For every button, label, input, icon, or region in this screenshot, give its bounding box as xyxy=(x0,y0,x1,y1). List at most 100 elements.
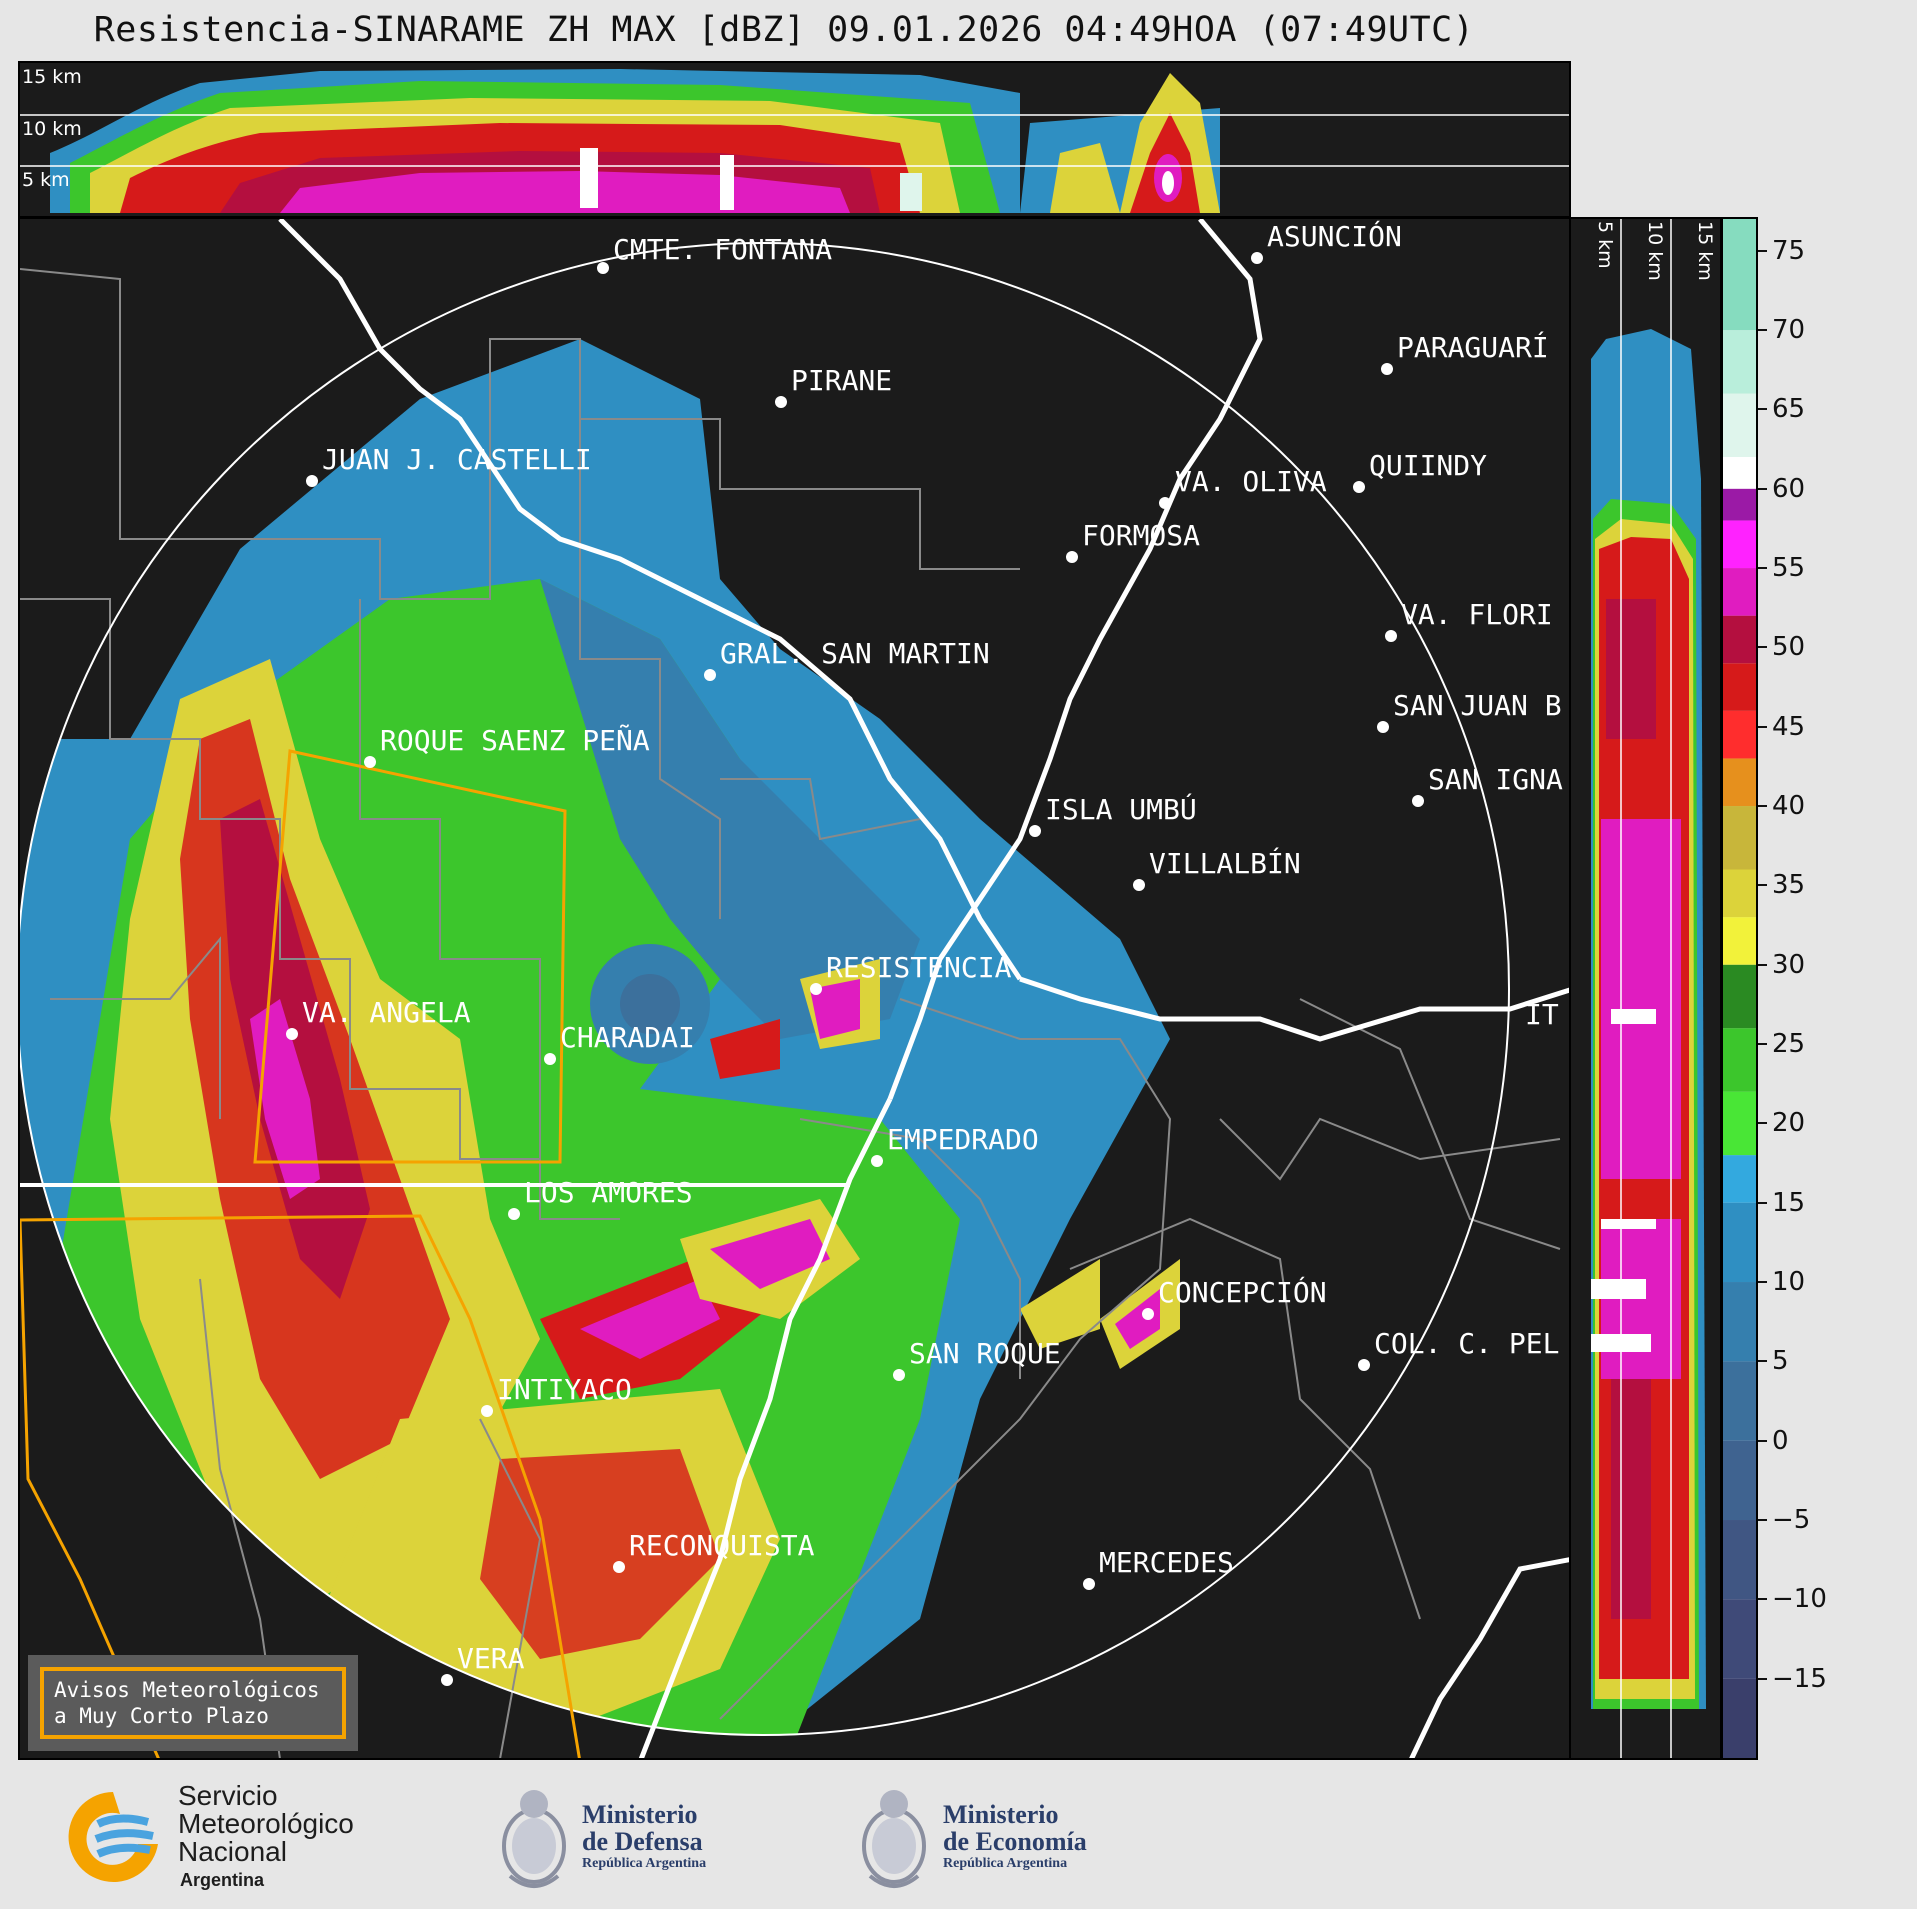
warning-polygon-1[interactable] xyxy=(253,749,567,1164)
colorbar-band xyxy=(1723,710,1756,759)
colorbar-tick-mark xyxy=(1758,1043,1767,1046)
city-va-angela[interactable]: VA. ANGELA xyxy=(286,996,471,1040)
colorbar-band xyxy=(1723,393,1756,457)
svg-text:PARAGUARÍ: PARAGUARÍ xyxy=(1397,330,1549,364)
colorbar-tick-mark xyxy=(1758,1360,1767,1363)
colorbar-band xyxy=(1723,1599,1756,1679)
svg-text:CHARADAI: CHARADAI xyxy=(560,1021,695,1054)
city-isla-umbu[interactable]: ISLA UMBÚ xyxy=(1029,792,1197,837)
radar-range-ring xyxy=(20,242,1510,1736)
colorbar-band xyxy=(1723,964,1756,1029)
city-villalbin[interactable]: VILLALBÍN xyxy=(1133,846,1301,891)
svg-text:RESISTENCIA: RESISTENCIA xyxy=(826,951,1012,984)
warning-polygon-2[interactable] xyxy=(20,1214,581,1760)
colorbar-tick-mark xyxy=(1758,487,1767,490)
colorbar-tick-mark xyxy=(1758,329,1767,332)
city-reconquista[interactable]: RECONQUISTA xyxy=(613,1529,815,1573)
smn-wordmark: Servicio Meteorológico Nacional Argentin… xyxy=(178,1780,354,1891)
altitude-label-10km: 10 km xyxy=(22,118,82,140)
colorbar-tick-label: 25 xyxy=(1772,1029,1806,1060)
svg-text:EMPEDRADO: EMPEDRADO xyxy=(887,1123,1039,1156)
svg-text:SAN ROQUE: SAN ROQUE xyxy=(909,1337,1061,1370)
colorbar-tick-mark xyxy=(1758,805,1767,808)
colorbar-tick-label: 20 xyxy=(1772,1108,1806,1139)
colorbar-tick-label: 60 xyxy=(1772,473,1806,504)
city-mercedes[interactable]: MERCEDES xyxy=(1083,1546,1234,1590)
colorbar-tick-label: 65 xyxy=(1772,394,1806,425)
colorbar-ticks: 75 70 65 60 55 50 45 40 35 30 25 20 15 10 5 0 −5 −10 −15 xyxy=(1758,217,1917,1760)
city-empedrado[interactable]: EMPEDRADO xyxy=(871,1123,1039,1167)
svg-text:ISLA UMBÚ: ISLA UMBÚ xyxy=(1045,792,1197,826)
side-altitude-label-15km: 15 km xyxy=(1694,221,1716,281)
city-juan-j-castelli[interactable]: JUAN J. CASTELLI xyxy=(306,443,592,487)
svg-text:GRAL. SAN MARTIN: GRAL. SAN MARTIN xyxy=(720,637,990,670)
city-intiyaco[interactable]: INTIYACO xyxy=(481,1373,632,1417)
colorbar-tick-label: 50 xyxy=(1772,632,1806,663)
administrative-borders xyxy=(20,268,1561,1758)
colorbar-band xyxy=(1723,1282,1756,1362)
svg-text:VERA: VERA xyxy=(457,1642,525,1675)
svg-text:ASUNCIÓN: ASUNCIÓN xyxy=(1267,219,1402,253)
svg-text:RECONQUISTA: RECONQUISTA xyxy=(629,1529,815,1562)
city-roque-saenz-pena[interactable]: ROQUE SAENZ PEÑA xyxy=(364,723,650,768)
side-altitude-label-5km: 5 km xyxy=(1594,221,1616,269)
warnings-legend[interactable]: Avisos Meteorológicos a Muy Corto Plazo xyxy=(28,1655,358,1751)
colorbar-tick-mark xyxy=(1758,1281,1767,1284)
page-title: Resistencia-SINARAME ZH MAX [dBZ] 09.01.… xyxy=(93,10,1475,50)
city-san-roque[interactable]: SAN ROQUE xyxy=(893,1337,1061,1381)
colorbar-band xyxy=(1723,1091,1756,1156)
colorbar-tick-mark xyxy=(1758,1519,1767,1521)
svg-text:VA. OLIVA: VA. OLIVA xyxy=(1175,465,1327,498)
city-san-igna[interactable]: SAN IGNA xyxy=(1412,763,1563,807)
city-pirane[interactable]: PIRANE xyxy=(775,364,892,408)
city-quiindy[interactable]: QUIINDY xyxy=(1353,449,1487,493)
colorbar-tick-label: 30 xyxy=(1772,949,1806,980)
city-formosa[interactable]: FORMOSA xyxy=(1066,519,1200,563)
colorbar-tick-label: 70 xyxy=(1772,315,1806,346)
city-va-oliva[interactable]: VA. OLIVA xyxy=(1159,465,1327,509)
colorbar-tick-mark xyxy=(1758,725,1767,728)
colorbar-tick-label: 10 xyxy=(1772,1267,1806,1298)
svg-text:SAN IGNA: SAN IGNA xyxy=(1428,763,1563,796)
colorbar-tick-mark xyxy=(1758,1201,1767,1204)
colorbar-tick-mark xyxy=(1758,567,1767,570)
city-it[interactable]: IT xyxy=(1525,998,1559,1031)
colorbar-band xyxy=(1723,1361,1756,1441)
radar-map: CMTE. FONTANA ASUNCIÓN PIRANE PARAGUARÍ … xyxy=(20,219,1569,1760)
smn-logo xyxy=(58,1784,168,1884)
city-col-c-pel[interactable]: COL. C. PEL xyxy=(1358,1327,1559,1371)
svg-text:ROQUE SAENZ PEÑA: ROQUE SAENZ PEÑA xyxy=(380,723,650,757)
city-los-amores[interactable]: LOS AMORES xyxy=(508,1176,693,1220)
colorbar-band xyxy=(1723,1155,1756,1203)
warnings-legend-frame: Avisos Meteorológicos a Muy Corto Plazo xyxy=(40,1667,346,1739)
side-cross-section-panel: 5 km 10 km 15 km xyxy=(1569,217,1722,1760)
city-paraguari[interactable]: PARAGUARÍ xyxy=(1381,330,1549,375)
city-vera[interactable]: VERA xyxy=(441,1642,525,1686)
economia-logo xyxy=(855,1776,933,1896)
city-concepcion[interactable]: CONCEPCIÓN xyxy=(1142,1275,1327,1320)
colorbar-tick-mark xyxy=(1758,1122,1767,1125)
legend-line-1: Avisos Meteorológicos xyxy=(54,1678,320,1702)
city-asuncion[interactable]: ASUNCIÓN xyxy=(1251,219,1402,264)
city-charadai[interactable]: CHARADAI xyxy=(544,1021,695,1065)
city-va-flori[interactable]: VA. FLORI xyxy=(1385,598,1553,642)
top-cross-section-panel: 15 km 10 km 5 km xyxy=(18,61,1571,218)
radar-map-panel: CMTE. FONTANA ASUNCIÓN PIRANE PARAGUARÍ … xyxy=(18,217,1571,1760)
colorbar-tick-label: 55 xyxy=(1772,553,1806,584)
svg-text:QUIINDY: QUIINDY xyxy=(1369,449,1487,482)
svg-text:VILLALBÍN: VILLALBÍN xyxy=(1149,846,1301,880)
svg-text:INTIYACO: INTIYACO xyxy=(497,1373,632,1406)
colorbar-band xyxy=(1723,330,1756,394)
colorbar-tick-label: 15 xyxy=(1772,1187,1806,1218)
city-cmte-fontana[interactable]: CMTE. FONTANA xyxy=(597,233,832,274)
svg-text:COL. C. PEL: COL. C. PEL xyxy=(1374,1327,1559,1360)
city-gral-san-martin[interactable]: GRAL. SAN MARTIN xyxy=(704,637,990,681)
city-resistencia[interactable]: RESISTENCIA xyxy=(810,951,1012,995)
colorbar-band xyxy=(1723,520,1756,569)
colorbar-band xyxy=(1723,568,1756,616)
svg-text:CMTE. FONTANA: CMTE. FONTANA xyxy=(613,233,832,266)
svg-text:MERCEDES: MERCEDES xyxy=(1099,1546,1234,1579)
top-cross-section-image xyxy=(20,63,1569,216)
city-san-juan-b[interactable]: SAN JUAN B xyxy=(1377,689,1562,733)
colorbar-tick-label: −10 xyxy=(1772,1584,1827,1615)
